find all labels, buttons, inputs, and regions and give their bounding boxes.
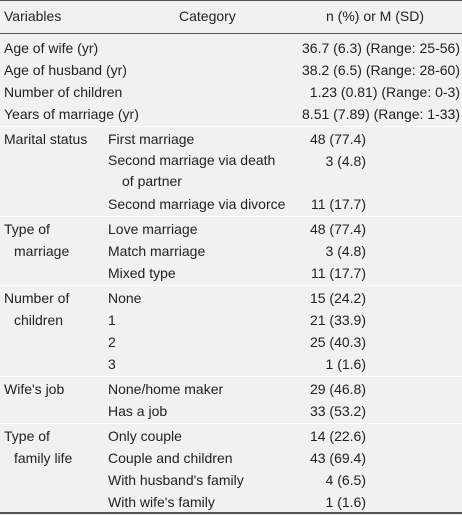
category-cell: Second marriage via divorce — [108, 196, 286, 212]
header-rule — [0, 33, 462, 34]
category-cell: Couple and children — [108, 450, 233, 466]
header-variables: Variables — [4, 8, 62, 24]
continuous-value: 38.2 (6.5) (Range: 28-60) — [302, 62, 460, 78]
continuous-value: 8.51 (7.89) (Range: 1-33) — [302, 106, 460, 122]
value-cell: 48 (77.4) — [309, 221, 366, 237]
category-cell: With husband's family — [108, 472, 244, 488]
group-label: Type of marriage — [4, 218, 69, 262]
header-value: n (%) or M (SD) — [326, 8, 424, 24]
value-cell: 1 (1.6) — [325, 494, 366, 510]
group-label: Type of family life — [4, 425, 72, 469]
text-line: Second marriage via death — [108, 152, 276, 168]
category-cell: Match marriage — [108, 243, 206, 259]
category-cell: 2 — [108, 334, 116, 350]
continuous-label: Age of husband (yr) — [4, 62, 127, 78]
category-cell: Second marriage via death of partner — [108, 150, 275, 192]
text-line: of partner — [122, 173, 182, 189]
continuous-label: Years of marriage (yr) — [4, 106, 139, 122]
value-cell: 48 (77.4) — [309, 131, 366, 147]
value-cell: 33 (53.2) — [309, 403, 366, 419]
value-cell: 29 (46.8) — [309, 381, 366, 397]
row-separator — [0, 423, 462, 424]
value-cell: 15 (24.2) — [309, 290, 366, 306]
category-cell: First marriage — [108, 131, 195, 147]
table-bottom-rule — [0, 512, 462, 514]
text-line: marriage — [14, 243, 70, 259]
text-line: children — [14, 312, 64, 328]
row-separator — [0, 376, 462, 377]
value-cell: 25 (40.3) — [309, 334, 366, 350]
text-line: Type of — [4, 221, 50, 237]
group-label: Number of children — [4, 287, 69, 331]
value-cell: 3 (4.8) — [325, 153, 366, 169]
row-separator — [0, 126, 462, 127]
row-separator — [0, 285, 462, 286]
value-cell: 14 (22.6) — [309, 428, 366, 444]
value-cell: 3 (4.8) — [325, 243, 366, 259]
value-cell: 43 (69.4) — [309, 450, 366, 466]
value-cell: 1 (1.6) — [325, 356, 366, 372]
category-cell: Love marriage — [108, 221, 198, 237]
category-cell: Only couple — [108, 428, 182, 444]
category-cell: None — [108, 290, 142, 306]
group-label: Wife's job — [4, 381, 65, 397]
category-cell: Has a job — [108, 403, 168, 419]
header-category: Category — [179, 8, 236, 24]
continuous-value: 36.7 (6.3) (Range: 25-56) — [302, 40, 460, 56]
value-cell: 4 (6.5) — [325, 472, 366, 488]
category-cell: None/home maker — [108, 381, 224, 397]
value-cell: 11 (17.7) — [311, 265, 366, 281]
category-cell: 1 — [108, 312, 116, 328]
text-line: Number of — [4, 290, 70, 306]
category-cell: 3 — [108, 356, 116, 372]
category-cell: Mixed type — [108, 265, 176, 281]
row-separator — [0, 216, 462, 217]
table-top-rule — [0, 0, 462, 1]
text-line: Type of — [4, 428, 50, 444]
continuous-label: Number of children — [4, 84, 123, 100]
continuous-value: 1.23 (0.81) (Range: 0-3) — [309, 84, 460, 100]
group-label: Marital status — [4, 131, 88, 147]
category-cell: With wife's family — [108, 494, 215, 510]
continuous-label: Age of wife (yr) — [4, 40, 99, 56]
value-cell: 21 (33.9) — [309, 312, 366, 328]
value-cell: 11 (17.7) — [311, 196, 366, 212]
text-line: family life — [14, 450, 73, 466]
